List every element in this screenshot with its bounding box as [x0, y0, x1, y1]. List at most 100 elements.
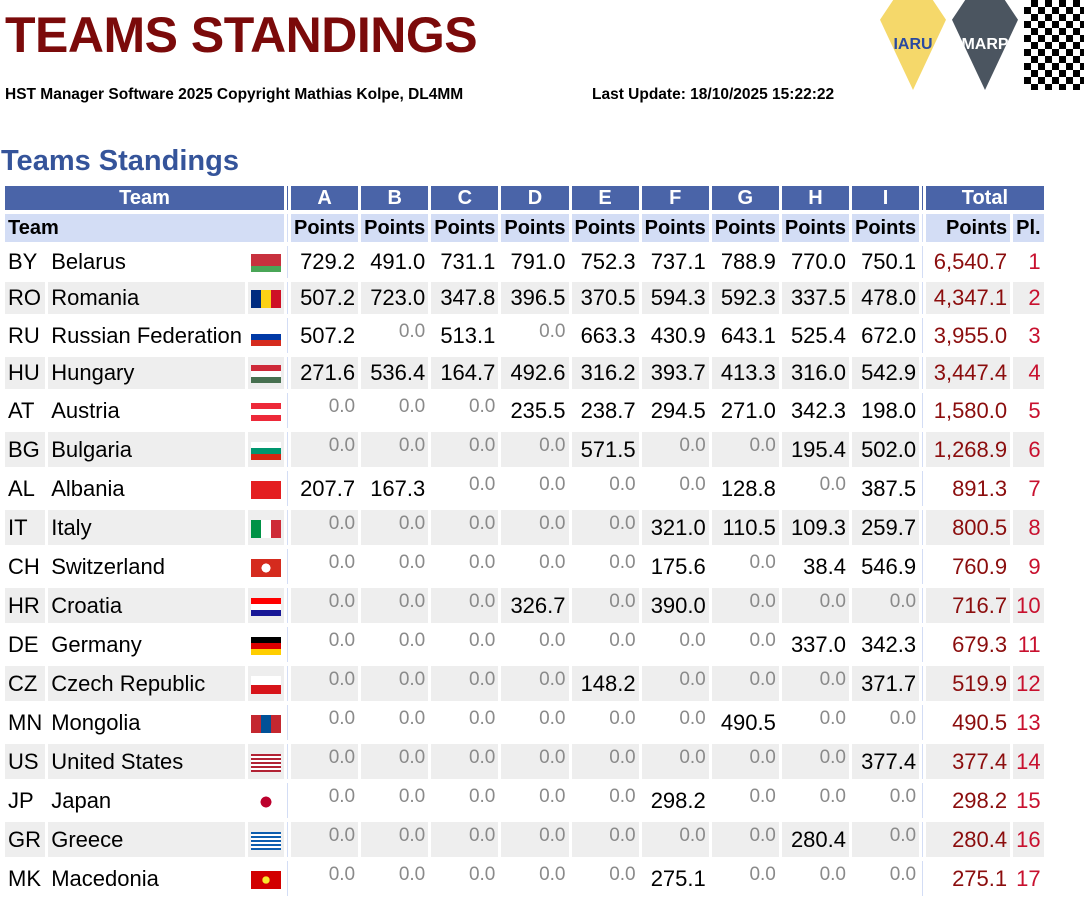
- points-cell: 0.0: [852, 822, 920, 857]
- points-cell: 38.4: [803, 553, 846, 579]
- flag-cell: [248, 861, 284, 896]
- flag-by-icon: [251, 254, 281, 273]
- points-cell: 390.0: [641, 588, 709, 623]
- points-header: Points: [501, 214, 569, 242]
- flag-al-icon: [251, 480, 281, 499]
- points-header: Points: [431, 214, 499, 242]
- points-cell: 0.0: [501, 432, 569, 467]
- country-code: CH: [8, 553, 40, 579]
- points-cell: 752.3: [580, 249, 636, 274]
- points-cell: 770.0: [790, 249, 846, 274]
- points-cell: 502.0: [852, 432, 920, 467]
- points-cell: 0.0: [711, 822, 779, 857]
- points-cell: 0.0: [468, 864, 496, 885]
- team-name: Greece: [48, 822, 245, 857]
- separator: [287, 393, 288, 428]
- flag-cell: [248, 822, 284, 857]
- points-cell: 396.5: [501, 282, 569, 314]
- sub-header-row: Team Points Points Points Points Points Points…: [5, 214, 1044, 242]
- points-header: Points: [711, 214, 779, 242]
- points-cell: 195.4: [781, 432, 849, 467]
- points-cell: 164.7: [431, 357, 499, 389]
- separator: [922, 588, 924, 623]
- column-header-g[interactable]: G: [711, 186, 779, 210]
- flag-cell: [248, 744, 284, 779]
- team-name: United States: [48, 744, 245, 779]
- team-group-header: Team: [5, 186, 284, 210]
- column-header-i[interactable]: I: [852, 186, 920, 210]
- column-header-a[interactable]: A: [291, 186, 359, 210]
- points-cell: 0.0: [609, 708, 636, 729]
- points-cell: 0.0: [468, 396, 496, 417]
- total-points: 800.5: [926, 510, 1011, 545]
- team-sub-header: Team: [5, 214, 284, 242]
- separator: [922, 783, 924, 818]
- separator: [922, 246, 924, 278]
- column-header-d[interactable]: D: [501, 186, 569, 210]
- flag-cell: [248, 588, 284, 623]
- points-cell: 0.0: [468, 552, 496, 573]
- column-header-h[interactable]: H: [781, 186, 849, 210]
- separator: [922, 282, 924, 314]
- separator: [287, 282, 288, 314]
- points-cell: 0.0: [398, 321, 426, 342]
- separator: [922, 318, 924, 353]
- points-cell: 128.8: [720, 475, 776, 501]
- points-cell: 110.5: [711, 510, 779, 545]
- team-name: Hungary: [48, 357, 245, 389]
- points-cell: 0.0: [749, 786, 776, 807]
- separator: [922, 471, 924, 506]
- points-cell: 0.0: [291, 510, 359, 545]
- points-cell: 148.2: [571, 666, 639, 701]
- country-code: AT: [8, 397, 35, 423]
- points-cell: 0.0: [361, 822, 429, 857]
- team-name: Macedonia: [51, 865, 159, 891]
- flag-us-icon: [251, 753, 281, 772]
- team-name: Italy: [48, 510, 245, 545]
- points-cell: 0.0: [539, 708, 566, 729]
- team-name: Mongolia: [51, 709, 141, 735]
- points-cell: 0.0: [431, 822, 499, 857]
- points-cell: 0.0: [781, 588, 849, 623]
- country-code: JP: [8, 787, 34, 813]
- points-cell: 0.0: [361, 588, 429, 623]
- points-cell: 393.7: [641, 357, 709, 389]
- country-code: HR: [5, 588, 46, 623]
- points-cell: 0.0: [361, 666, 429, 701]
- country-code: RU: [8, 322, 40, 348]
- marp-logo: MARP: [952, 0, 1018, 90]
- points-cell: 280.4: [781, 822, 849, 857]
- points-cell: 0.0: [291, 666, 359, 701]
- table-row: MN Mongolia 0.0 0.0 0.0 0.0 0.0 0.0 490.5 0.0 0.0 4…: [5, 705, 1044, 740]
- points-cell: 723.0: [361, 282, 429, 314]
- place: 9: [1028, 553, 1041, 579]
- points-cell: 0.0: [398, 630, 426, 651]
- team-name: Austria: [51, 397, 120, 423]
- points-cell: 478.0: [852, 282, 920, 314]
- points-cell: 0.0: [749, 552, 776, 573]
- points-cell: 0.0: [609, 786, 636, 807]
- column-header-b[interactable]: B: [361, 186, 429, 210]
- qr-code: [1024, 0, 1084, 90]
- column-header-e[interactable]: E: [571, 186, 639, 210]
- table-row: DE Germany 0.0 0.0 0.0 0.0 0.0 0.0 0.0 337.0 342.3…: [5, 627, 1044, 662]
- points-cell: 513.1: [440, 322, 496, 348]
- points-cell: 0.0: [361, 744, 429, 779]
- column-header-f[interactable]: F: [641, 186, 709, 210]
- column-header-c[interactable]: C: [431, 186, 499, 210]
- total-points: 280.4: [926, 822, 1011, 857]
- separator: [287, 357, 288, 389]
- points-cell: 321.0: [641, 510, 709, 545]
- separator: [287, 432, 288, 467]
- separator: [287, 246, 288, 278]
- last-update-text: Last Update: 18/10/2025 15:22:22: [592, 86, 835, 103]
- points-cell: 298.2: [650, 787, 706, 813]
- points-cell: 0.0: [609, 474, 636, 495]
- points-cell: 0.0: [431, 510, 499, 545]
- total-points: 6,540.7: [933, 249, 1008, 274]
- points-cell: 0.0: [852, 588, 920, 623]
- points-cell: 0.0: [398, 396, 426, 417]
- table-row: HR Croatia 0.0 0.0 0.0 326.7 0.0 390.0 0.0 0.0 0.0…: [5, 588, 1044, 623]
- flag-bg-icon: [251, 441, 281, 460]
- country-code: BY: [8, 249, 38, 274]
